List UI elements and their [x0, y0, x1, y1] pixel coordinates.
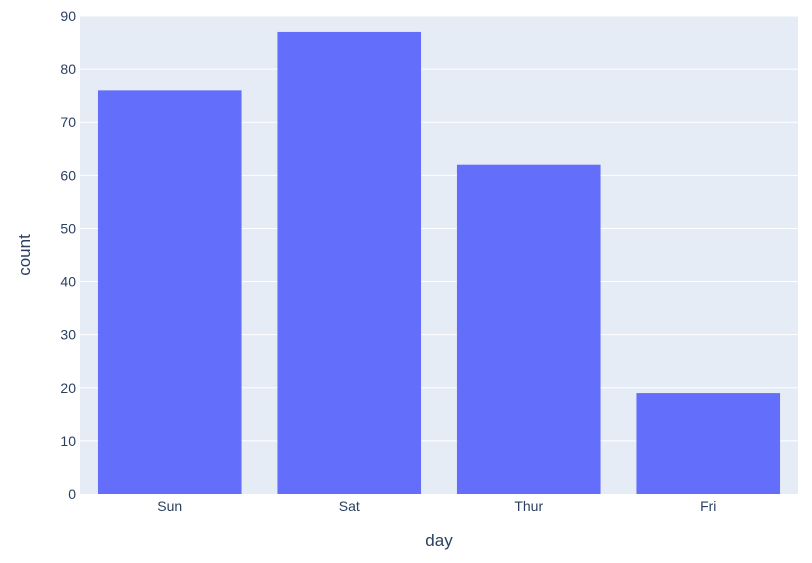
x-tick-label: Fri: [700, 498, 716, 514]
y-tick-label: 70: [60, 114, 76, 130]
x-axis-title: day: [425, 531, 453, 550]
y-axis-title: count: [15, 234, 34, 276]
y-tick-label: 0: [68, 486, 76, 502]
y-axis-ticks: 0 10 20 30 40 50 60 70 80 90: [60, 8, 76, 502]
x-tick-label: Sat: [339, 498, 360, 514]
bar-fri[interactable]: [636, 393, 781, 494]
y-tick-label: 30: [60, 327, 76, 343]
x-tick-label: Thur: [514, 498, 543, 514]
y-tick-label: 50: [60, 220, 76, 236]
y-tick-label: 80: [60, 61, 76, 77]
x-axis-ticks: Sun Sat Thur Fri: [157, 498, 716, 514]
bars: [97, 31, 781, 495]
bar-sat[interactable]: [277, 31, 422, 495]
x-tick-label: Sun: [157, 498, 182, 514]
y-tick-label: 20: [60, 380, 76, 396]
y-tick-label: 10: [60, 433, 76, 449]
y-tick-label: 90: [60, 8, 76, 24]
y-tick-label: 40: [60, 274, 76, 290]
bar-sun[interactable]: [97, 90, 242, 494]
bar-thur[interactable]: [456, 164, 601, 494]
y-tick-label: 60: [60, 167, 76, 183]
